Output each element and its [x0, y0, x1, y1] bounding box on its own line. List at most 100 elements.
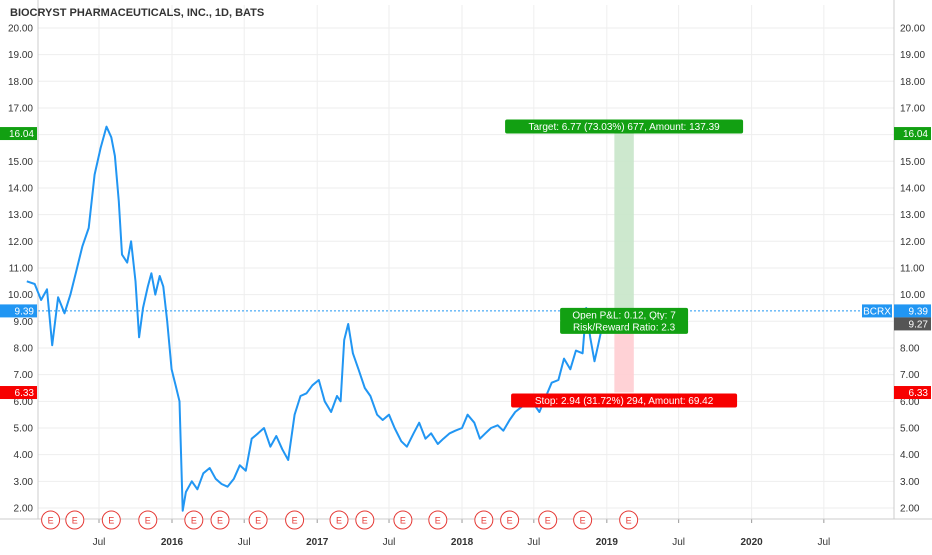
earnings-letter: E: [336, 516, 342, 526]
previous-price-tag: 9.27: [894, 317, 931, 331]
y-tick-label-left: 9.00: [14, 317, 34, 328]
y-tick-label-left: 17.00: [8, 103, 33, 114]
earnings-marker[interactable]: E: [500, 510, 520, 530]
current-price-tag-left: 9.39: [0, 304, 37, 318]
target-label[interactable]: Target: 6.77 (73.03%) 677, Amount: 137.3…: [505, 119, 744, 134]
earnings-letter: E: [435, 516, 441, 526]
earnings-letter: E: [400, 516, 406, 526]
earnings-marker[interactable]: E: [393, 510, 413, 530]
price-line: [26, 125, 608, 512]
y-tick-label-right: 13.00: [900, 210, 925, 221]
risk-reward-label-text: Risk/Reward Ratio: 2.3: [573, 322, 676, 333]
target-label-bg: [505, 119, 744, 134]
earnings-marker[interactable]: E: [101, 510, 121, 530]
y-tick-label-left: 20.00: [8, 23, 33, 34]
y-tick-label-right: 7.00: [900, 370, 920, 381]
earnings-marker[interactable]: E: [138, 510, 158, 530]
x-tick-label: 2020: [741, 537, 764, 548]
earnings-letter: E: [481, 516, 487, 526]
risk-reward-label-bg: [560, 319, 689, 334]
open-pl-label-text: Open P&L: 0.12, Qty: 7: [572, 310, 676, 321]
stop-label-text: Stop: 2.94 (31.72%) 294, Amount: 69.42: [535, 396, 714, 407]
earnings-letter: E: [255, 516, 261, 526]
earnings-letter: E: [292, 516, 298, 526]
stop-label[interactable]: Stop: 2.94 (31.72%) 294, Amount: 69.42: [511, 393, 738, 408]
profit-zone: [614, 133, 634, 311]
symbol-tag-text: BCRX: [863, 306, 891, 317]
stop-price-tag-left: 6.33: [0, 386, 37, 400]
target-price-tag-right: 16.04: [894, 127, 931, 140]
earnings-letter: E: [545, 516, 551, 526]
stop-price-tag-right-bg: [894, 386, 931, 400]
x-tick-label: Jul: [817, 537, 830, 548]
x-tick-label: Jul: [238, 537, 251, 548]
x-tick-label: 2016: [161, 537, 184, 548]
earnings-circle: [393, 510, 413, 530]
y-tick-label-left: 4.00: [14, 450, 34, 461]
position-labels[interactable]: Target: 6.77 (73.03%) 677, Amount: 137.3…: [505, 119, 744, 408]
earnings-circle: [210, 510, 230, 530]
earnings-marker[interactable]: E: [210, 510, 230, 530]
earnings-marker[interactable]: E: [184, 510, 204, 530]
x-tick-label: Jul: [672, 537, 685, 548]
earnings-letter: E: [191, 516, 197, 526]
earnings-marker[interactable]: E: [428, 510, 448, 530]
earnings-marker[interactable]: E: [248, 510, 268, 530]
y-tick-label-left: 11.00: [9, 263, 34, 274]
y-tick-label-left: 5.00: [14, 423, 34, 434]
symbol-tag-bg: [862, 304, 892, 318]
y-tick-label-left: 12.00: [8, 237, 33, 248]
x-tick-label: 2017: [306, 537, 329, 548]
earnings-marker[interactable]: E: [573, 510, 593, 530]
earnings-marker[interactable]: E: [619, 510, 639, 530]
previous-price-tag-bg: [894, 317, 931, 331]
y-tick-label-left: 6.00: [14, 397, 34, 408]
earnings-marker[interactable]: E: [65, 510, 85, 530]
open-pl-label-bg: [560, 307, 689, 322]
y-tick-label-left: 18.00: [8, 77, 33, 88]
earnings-letter: E: [626, 516, 632, 526]
earnings-marker[interactable]: E: [538, 510, 558, 530]
earnings-marker[interactable]: E: [329, 510, 349, 530]
x-tick-label: Jul: [93, 537, 106, 548]
y-tick-label-right: 18.00: [900, 77, 925, 88]
earnings-marker[interactable]: E: [474, 510, 494, 530]
earnings-marker[interactable]: E: [355, 510, 375, 530]
earnings-circle: [428, 510, 448, 530]
open-pl-label[interactable]: Open P&L: 0.12, Qty: 7: [560, 307, 689, 322]
earnings-letter: E: [145, 516, 151, 526]
y-tick-label-right: 19.00: [900, 50, 925, 61]
y-tick-label-right: 12.00: [900, 237, 925, 248]
earnings-circle: [474, 510, 494, 530]
current-price-tag-right: 9.39: [894, 304, 931, 318]
grid: [38, 5, 894, 519]
earnings-circle: [41, 510, 61, 530]
earnings-circle: [573, 510, 593, 530]
y-tick-label-left: 14.00: [8, 183, 33, 194]
y-tick-label-right: 20.00: [900, 23, 925, 34]
risk-reward-label[interactable]: Risk/Reward Ratio: 2.3: [560, 319, 689, 334]
x-tick-label: Jul: [383, 537, 396, 548]
earnings-marker[interactable]: E: [41, 510, 61, 530]
y-tick-label-right: 3.00: [900, 477, 920, 488]
y-tick-label-left: 3.00: [14, 477, 34, 488]
y-tick-label-left: 10.00: [8, 290, 33, 301]
earnings-marker[interactable]: E: [285, 510, 305, 530]
stop-price-tag-right: 6.33: [894, 386, 931, 400]
y-tick-label-left: 7.00: [14, 370, 34, 381]
earnings-letter: E: [580, 516, 586, 526]
earnings-circle: [285, 510, 305, 530]
earnings-circle: [248, 510, 268, 530]
earnings-circle: [329, 510, 349, 530]
stop-price-tag-left-bg: [0, 386, 37, 400]
y-tick-label-left: 19.00: [8, 50, 33, 61]
y-tick-label-right: 5.00: [900, 423, 920, 434]
target-price-tag-right-bg: [894, 127, 931, 141]
price-tags: 16.04 16.04 9.39 9.39 6.33 6.33 9.27 BCRX: [0, 127, 931, 400]
x-tick-label: 2019: [596, 537, 619, 548]
target-price-tag-right-text: 16.04: [903, 129, 928, 140]
